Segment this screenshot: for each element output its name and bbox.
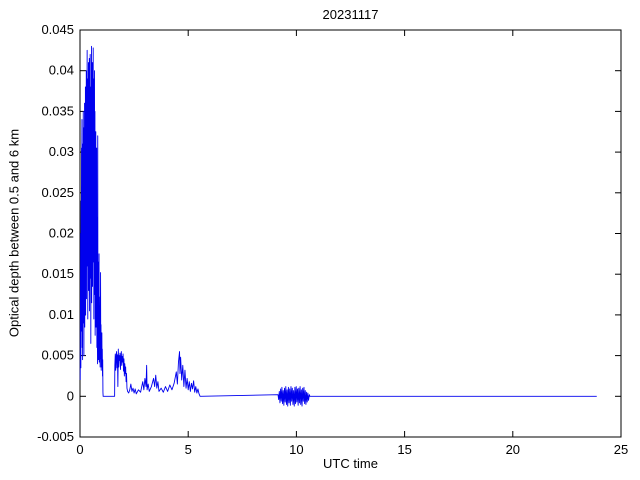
plot-title: 20231117 <box>322 7 379 22</box>
y-tick-label: 0.04 <box>49 63 74 78</box>
x-tick-label: 20 <box>506 442 520 457</box>
data-series-line <box>79 45 597 407</box>
y-tick-label: 0.01 <box>49 307 74 322</box>
y-tick-label: 0.005 <box>41 348 74 363</box>
x-tick-label: 15 <box>397 442 411 457</box>
axes-box <box>79 29 622 438</box>
x-axis-label: UTC time <box>323 456 378 471</box>
y-tick-label: 0.03 <box>49 144 74 159</box>
x-tick-label: 5 <box>185 442 192 457</box>
x-tick-label: 10 <box>289 442 303 457</box>
y-tick-label: -0.005 <box>37 429 74 444</box>
y-tick-label: 0.015 <box>41 266 74 281</box>
x-tick-label: 25 <box>614 442 628 457</box>
x-tick-label: 0 <box>76 442 83 457</box>
y-tick-label: 0.025 <box>41 185 74 200</box>
y-tick-label: 0.035 <box>41 103 74 118</box>
y-tick-label: 0.02 <box>49 226 74 241</box>
y-tick-label: 0.045 <box>41 22 74 37</box>
y-tick-label: 0 <box>67 388 74 403</box>
